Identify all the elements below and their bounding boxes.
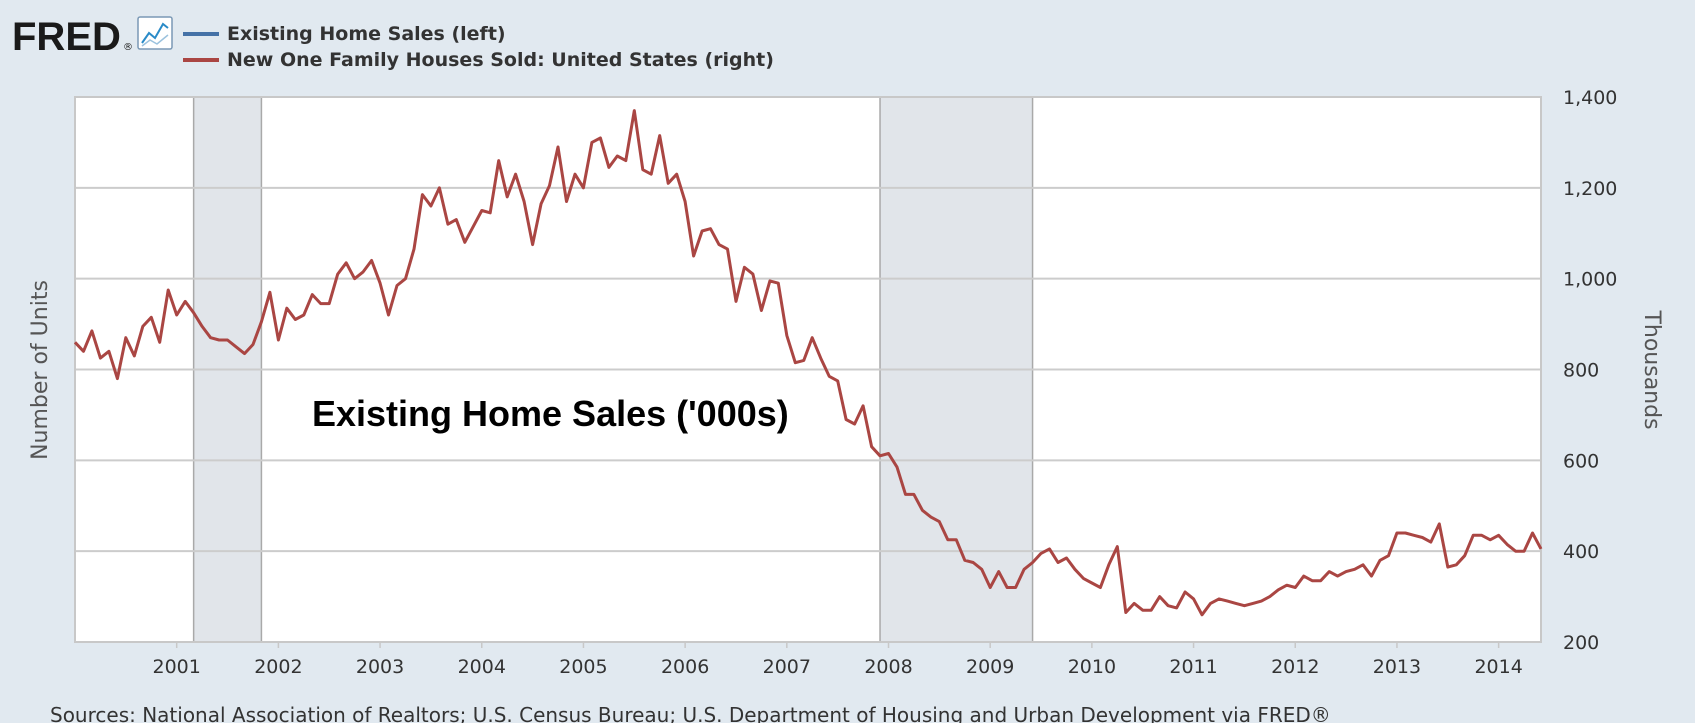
x-tick-label: 2014 <box>1474 656 1522 678</box>
line-chart-icon[interactable] <box>137 16 173 50</box>
y-tick-label: 1,200 <box>1563 178 1617 200</box>
fred-logo[interactable]: FRED <box>12 15 121 59</box>
y-tick-label: 200 <box>1563 632 1599 654</box>
plot-border <box>74 96 1542 643</box>
x-tick-label: 2004 <box>458 656 506 678</box>
chart-legend: Existing Home Sales (left) New One Famil… <box>183 23 774 71</box>
x-tick-label: 2003 <box>356 656 404 678</box>
y-tick-label: 600 <box>1563 450 1599 472</box>
y-tick-label: 1,400 <box>1563 87 1617 109</box>
y-axis-right-title: Thousands <box>1639 309 1664 429</box>
legend-entry-left[interactable]: Existing Home Sales (left) <box>227 23 506 45</box>
x-tick-label: 2002 <box>254 656 302 678</box>
y-tick-label: 1,000 <box>1563 269 1617 291</box>
chart-annotation: Existing Home Sales ('000s) <box>312 393 789 434</box>
x-tick-label: 2010 <box>1068 656 1116 678</box>
sources-note: Sources: National Association of Realtor… <box>50 703 1331 723</box>
fred-header: FRED ® <box>12 15 173 59</box>
series-lines <box>73 109 1543 617</box>
y-tick-label: 800 <box>1563 360 1599 382</box>
x-tick-label: 2007 <box>763 656 811 678</box>
x-tick-label: 2013 <box>1373 656 1421 678</box>
x-tick-label: 2008 <box>864 656 912 678</box>
x-tick-label: 2006 <box>661 656 709 678</box>
series-line-new-home-sales[interactable] <box>73 109 1543 617</box>
x-tick-label: 2011 <box>1169 656 1217 678</box>
y-axis-left-title: Number of Units <box>28 280 53 460</box>
registered-mark: ® <box>123 42 133 53</box>
x-tick-label: 2009 <box>966 656 1014 678</box>
x-axis-ticks: 2001 2002 2003 2004 2005 2006 2007 2008 2009 2010… <box>153 642 1523 678</box>
x-tick-label: 2001 <box>153 656 201 678</box>
x-tick-label: 2005 <box>559 656 607 678</box>
y-axis-right-ticks: 200 400 600 800 1,000 1,200 1,400 <box>1563 87 1617 654</box>
legend-entry-right[interactable]: New One Family Houses Sold: United State… <box>227 49 774 71</box>
y-tick-label: 400 <box>1563 541 1599 563</box>
x-tick-label: 2012 <box>1271 656 1319 678</box>
